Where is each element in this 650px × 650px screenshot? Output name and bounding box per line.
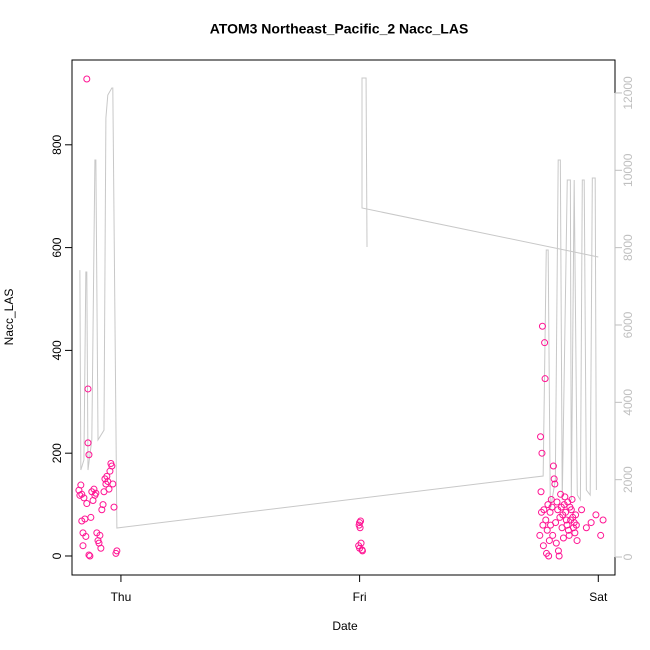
point — [86, 552, 94, 560]
point — [87, 513, 95, 521]
point — [543, 526, 551, 534]
point — [538, 322, 546, 330]
point — [109, 480, 117, 488]
point — [550, 475, 558, 483]
point — [541, 339, 549, 347]
x-tick-label: Thu — [111, 590, 132, 604]
point — [561, 493, 569, 501]
point — [572, 511, 580, 519]
point — [545, 552, 553, 560]
point — [103, 472, 111, 480]
y-tick-label: 400 — [50, 340, 64, 360]
point — [356, 524, 364, 532]
point — [582, 524, 590, 532]
x-tick-label: Sat — [589, 590, 608, 604]
plot-frame — [71, 59, 616, 576]
y2-tick-label: 12000 — [621, 76, 635, 110]
point — [84, 385, 92, 393]
point — [105, 485, 113, 493]
point — [573, 537, 581, 545]
y-tick-label: 800 — [50, 134, 64, 154]
point — [542, 516, 550, 524]
point — [549, 531, 557, 539]
point — [539, 521, 547, 529]
point — [356, 519, 364, 527]
point — [539, 542, 547, 550]
point — [113, 547, 121, 555]
point — [545, 537, 553, 545]
point — [78, 490, 86, 498]
point — [578, 506, 586, 514]
chart-title: ATOM3 Northeast_Pacific_2 Nacc_LAS — [210, 21, 469, 37]
point — [552, 519, 560, 527]
point — [79, 542, 87, 550]
point — [80, 494, 88, 502]
point — [547, 495, 555, 503]
point — [83, 75, 91, 83]
point — [83, 500, 91, 508]
point — [82, 532, 90, 540]
point — [555, 552, 563, 560]
point — [538, 449, 546, 457]
point — [98, 506, 106, 514]
y2-tick-label: 8000 — [621, 234, 635, 261]
point — [552, 539, 560, 547]
point — [597, 531, 605, 539]
point — [551, 480, 559, 488]
point — [96, 531, 104, 539]
point — [568, 495, 576, 503]
x-axis-label: Date — [332, 619, 358, 633]
y-axis-label: Nacc_LAS — [2, 289, 16, 346]
point — [565, 531, 573, 539]
point — [358, 547, 366, 555]
point — [571, 529, 579, 537]
y2-tick-label: 10000 — [621, 153, 635, 187]
y2-tick-label: 4000 — [621, 389, 635, 416]
point — [84, 439, 92, 447]
point — [567, 506, 575, 514]
point — [108, 462, 116, 470]
point — [554, 547, 562, 555]
point — [85, 451, 93, 459]
point — [592, 511, 600, 519]
point — [559, 534, 567, 542]
point — [553, 498, 561, 506]
point — [562, 508, 570, 516]
point — [77, 481, 85, 489]
point — [541, 375, 549, 383]
point — [537, 488, 545, 496]
point — [99, 501, 107, 509]
y2-tick-label: 6000 — [621, 311, 635, 338]
y2-tick-label: 0 — [621, 553, 635, 560]
point — [536, 531, 544, 539]
point — [540, 506, 548, 514]
point — [97, 544, 105, 552]
x-tick-label: Fri — [353, 590, 367, 604]
point — [110, 503, 118, 511]
point — [563, 521, 571, 529]
point — [85, 551, 93, 559]
y2-tick-label: 2000 — [621, 466, 635, 493]
point — [537, 433, 545, 441]
y-tick-label: 600 — [50, 237, 64, 257]
point — [548, 503, 556, 511]
point — [549, 462, 557, 470]
point — [357, 539, 365, 547]
point — [562, 516, 570, 524]
point — [599, 516, 607, 524]
y-tick-label: 200 — [50, 443, 64, 463]
point — [587, 519, 595, 527]
line — [79, 77, 599, 529]
y-tick-label: 0 — [50, 552, 64, 559]
point — [572, 521, 580, 529]
point — [92, 489, 100, 497]
point — [357, 517, 365, 525]
